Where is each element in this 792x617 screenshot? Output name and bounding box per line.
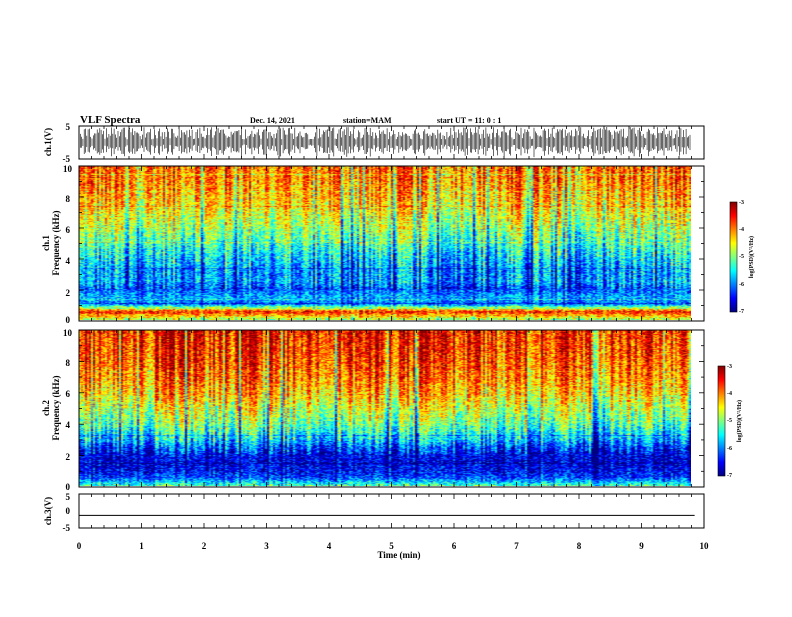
- ch2-ytick-10: 10: [63, 328, 73, 338]
- ch3-waveform-bg: [79, 494, 704, 528]
- ch1-ytick-6: 6: [66, 225, 71, 235]
- ch2-cbtick-m3: -3: [727, 364, 732, 370]
- ch3-ytick-m5: -5: [63, 523, 71, 533]
- ch1-cbtick-m4: -4: [739, 227, 744, 233]
- ch3-ytick-0: 0: [66, 506, 71, 516]
- ch2-cbtick-m4: -4: [727, 391, 732, 397]
- figure-title: VLF Spectra: [80, 114, 141, 126]
- ch2-cbtick-m7: -7: [727, 473, 732, 479]
- xtick-6: 6: [452, 541, 457, 551]
- axis-tick-marks: [78, 126, 705, 528]
- xtick-3: 3: [264, 541, 269, 551]
- x-axis: 0 1 2 3 4 5 6 7 8 9 10 Time (min): [77, 541, 709, 560]
- ch2-colorbar-frame: [717, 365, 726, 477]
- ch1-waveform-ylabel: ch.1(V): [43, 128, 53, 156]
- ch2-ytick-6: 6: [66, 389, 71, 399]
- ch2-ytick-0: 0: [66, 482, 71, 492]
- ch1-ytick-bottom: -5: [63, 154, 71, 164]
- ch3-waveform-panel: 5 0 -5 ch.3(V): [43, 492, 705, 533]
- ch1-ytick-0: 0: [66, 315, 71, 325]
- ch1-cbtick-m6: -6: [739, 282, 744, 288]
- ch1-colorbar: [730, 202, 737, 312]
- ch1-ytick-4: 4: [66, 256, 71, 266]
- ch2-spectrogram-ylabel-frequency: Frequency (kHz): [51, 375, 61, 440]
- xtick-4: 4: [327, 541, 332, 551]
- ch1-cbtick-m5: -5: [739, 254, 744, 260]
- ch1-spectrogram-panel: 0 2 4 6 8 10 ch.1 Frequency (kHz) -3 -4 …: [41, 164, 755, 325]
- start-time-label: start UT = 11: 0 : 1: [437, 116, 501, 125]
- xtick-1: 1: [139, 541, 144, 551]
- station-label: station=MAM: [343, 116, 392, 125]
- xtick-2: 2: [202, 541, 207, 551]
- ch2-colorbar-label: log(PSD)(V²/Hz): [736, 400, 743, 442]
- ch1-spectrogram-ylabel-frequency: Frequency (kHz): [51, 210, 61, 275]
- ch2-cbtick-m6: -6: [727, 446, 732, 452]
- ch1-colorbar-label: log(PSD)(V²/Hz): [748, 236, 755, 278]
- ch2-colorbar: [718, 366, 725, 476]
- ch1-cbtick-m3: -3: [739, 200, 744, 206]
- ch1-waveform-panel: 5 -5 ch.1(V): [43, 122, 705, 164]
- ch2-cbtick-m5: -5: [727, 418, 732, 424]
- ch3-waveform-ylabel: ch.3(V): [43, 497, 53, 525]
- ch1-cbtick-m7: -7: [739, 309, 744, 315]
- ch2-ytick-8: 8: [66, 358, 71, 368]
- xtick-7: 7: [514, 541, 519, 551]
- ch1-ytick-8: 8: [66, 194, 71, 204]
- ch2-ytick-4: 4: [66, 420, 71, 430]
- ch1-colorbar-frame: [729, 201, 738, 313]
- xtick-5: 5: [389, 541, 394, 551]
- xtick-9: 9: [639, 541, 644, 551]
- ch1-spectrogram-yticks: 0 2 4 6 8 10: [63, 164, 73, 325]
- ch2-spectrogram-panel: 0 2 4 6 8 10 ch.2 Frequency (kHz) -3 -4 …: [41, 328, 743, 492]
- ch1-spectrogram-ylabel-channel: ch.1: [41, 235, 51, 251]
- ch1-ytick-10: 10: [63, 164, 73, 174]
- ch2-spectrogram-ylabel-channel: ch.2: [41, 400, 51, 416]
- date-label: Dec. 14, 2021: [250, 116, 295, 125]
- ch3-ytick-5: 5: [66, 492, 71, 502]
- ch2-spectrogram-heatmap: [79, 330, 691, 486]
- xtick-8: 8: [577, 541, 582, 551]
- xtick-10: 10: [700, 541, 710, 551]
- ch2-ytick-2: 2: [66, 452, 71, 462]
- xtick-0: 0: [77, 541, 82, 551]
- ch1-ytick-2: 2: [66, 288, 71, 298]
- x-axis-label: Time (min): [377, 550, 420, 560]
- ch1-spectrogram-heatmap: [79, 166, 691, 320]
- ch1-ytick-top: 5: [66, 122, 71, 132]
